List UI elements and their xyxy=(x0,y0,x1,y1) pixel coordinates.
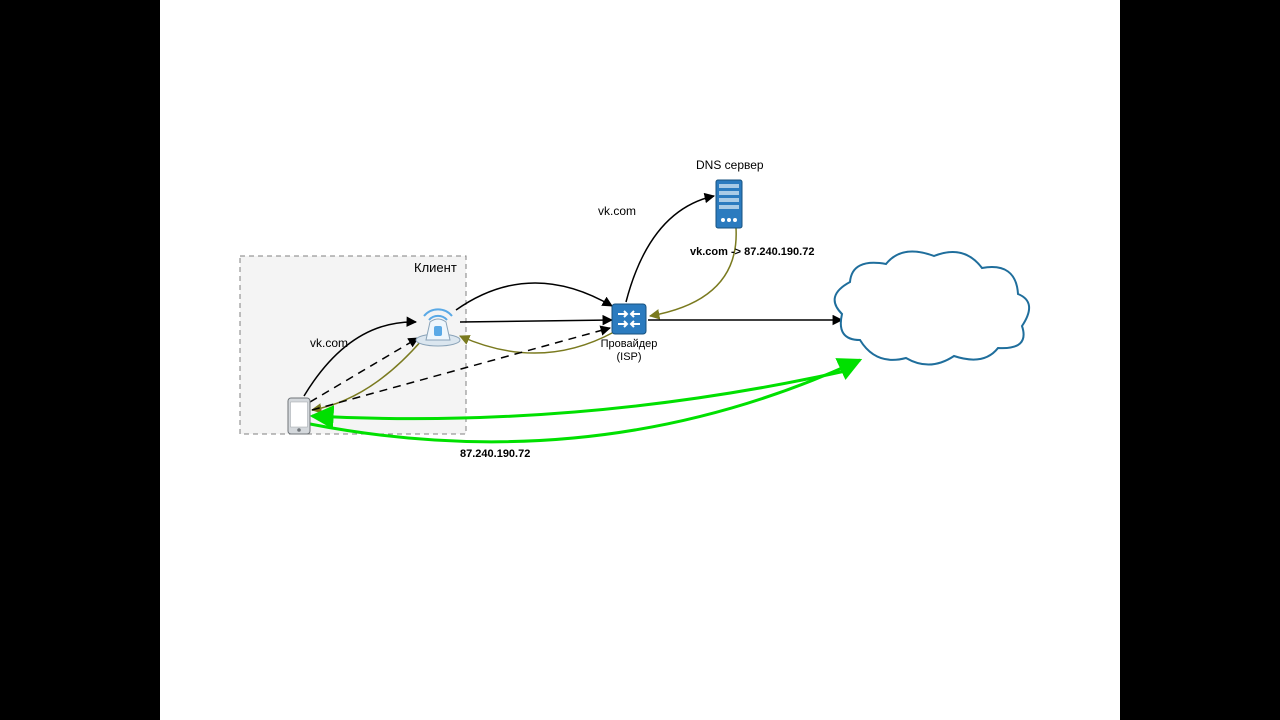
dns-server-icon xyxy=(716,180,742,228)
isp-router-icon xyxy=(612,304,646,334)
client-box-label: Клиент xyxy=(414,260,457,275)
cloud-icon xyxy=(835,252,1029,365)
edge-wifi-isp-straight xyxy=(460,320,612,322)
edge-isp-wifi-resp xyxy=(460,332,614,353)
phone-icon xyxy=(288,398,310,434)
diagram-canvas: Клиент vk.com Провайдер (ISP) vk.com DNS… xyxy=(160,0,1120,720)
isp-label: Провайдер (ISP) xyxy=(594,338,664,364)
dns-label: DNS сервер xyxy=(696,158,764,172)
edge-dns-isp-resp xyxy=(650,228,736,316)
edge-wifi-isp-req xyxy=(456,283,612,310)
label-vkcom-2: vk.com xyxy=(598,204,636,218)
label-ip-green: 87.240.190.72 xyxy=(460,448,530,460)
label-vkcom-1: vk.com xyxy=(310,336,348,350)
label-dns-response: vk.com -> 87.240.190.72 xyxy=(690,246,814,258)
